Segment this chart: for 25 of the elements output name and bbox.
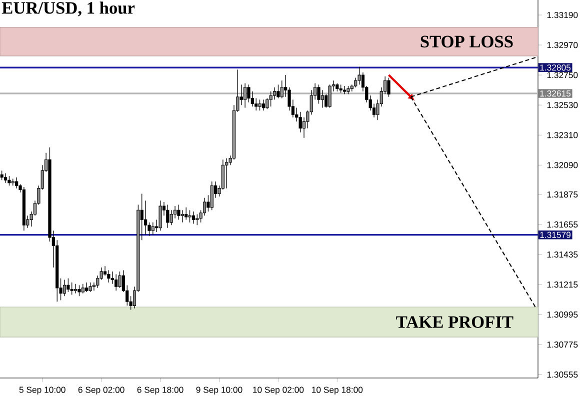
y-tick-label: 1.32310 <box>547 132 578 138</box>
y-tick-label: 1.32090 <box>547 162 578 168</box>
y-tick-label: 1.30775 <box>547 342 578 348</box>
ref-line-label: 1.32615 <box>540 90 571 97</box>
y-tick-label: 1.31875 <box>547 191 578 198</box>
y-tick-label: 1.31655 <box>547 221 578 228</box>
y-tick-label: 1.32970 <box>547 42 578 48</box>
band-label: TAKE PROFIT <box>396 316 514 328</box>
y-tick-label: 1.32530 <box>547 102 578 108</box>
y-tick-label: 1.30995 <box>547 311 578 318</box>
y-tick-label: 1.32750 <box>547 72 578 78</box>
x-tick-label: 6 Sep 18:00 <box>137 386 184 395</box>
x-tick-label: 10 Sep 02:00 <box>253 386 304 395</box>
x-tick-label: 10 Sep 18:00 <box>312 386 363 395</box>
y-tick-label: 1.31215 <box>547 281 578 288</box>
ref-line-label: 1.31579 <box>540 232 571 238</box>
ref-line-label: 1.32805 <box>540 64 571 71</box>
x-tick-label: 6 Sep 02:00 <box>78 386 124 395</box>
x-tick-label: 5 Sep 10:00 <box>19 386 66 395</box>
chart-title: EUR/USD, 1 hour <box>2 2 135 16</box>
x-tick-label: 9 Sep 10:00 <box>196 386 242 395</box>
band-label: STOP LOSS <box>420 36 513 48</box>
y-tick-label: 1.31435 <box>547 251 578 258</box>
y-tick-label: 1.33190 <box>547 12 578 18</box>
y-tick-label: 1.30555 <box>547 372 578 378</box>
